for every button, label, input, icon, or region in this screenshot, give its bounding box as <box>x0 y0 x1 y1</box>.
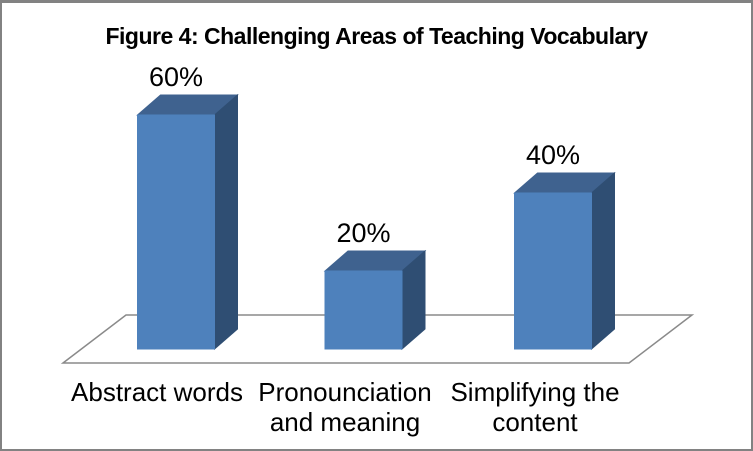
category-label-simplifying-the-content: Simplifying the content <box>450 377 620 437</box>
value-label-pronounciation-and-meaning: 20% <box>336 218 391 248</box>
chart-title: Figure 4: Challenging Areas of Teaching … <box>105 23 648 49</box>
category-label-abstract-words: Abstract words <box>71 377 243 407</box>
category-label-pronounciation-and-meaning: Pronounciation and meaning <box>258 377 432 437</box>
value-label-abstract-words: 60% <box>148 62 204 92</box>
bar-side-face <box>591 171 615 351</box>
bar-side-face <box>214 93 238 351</box>
bar-front-face <box>514 192 592 350</box>
value-label-simplifying-the-content: 40% <box>525 140 581 170</box>
bar-front-face <box>137 114 215 350</box>
bar-front-face <box>324 270 403 350</box>
bar-chart <box>60 93 695 364</box>
